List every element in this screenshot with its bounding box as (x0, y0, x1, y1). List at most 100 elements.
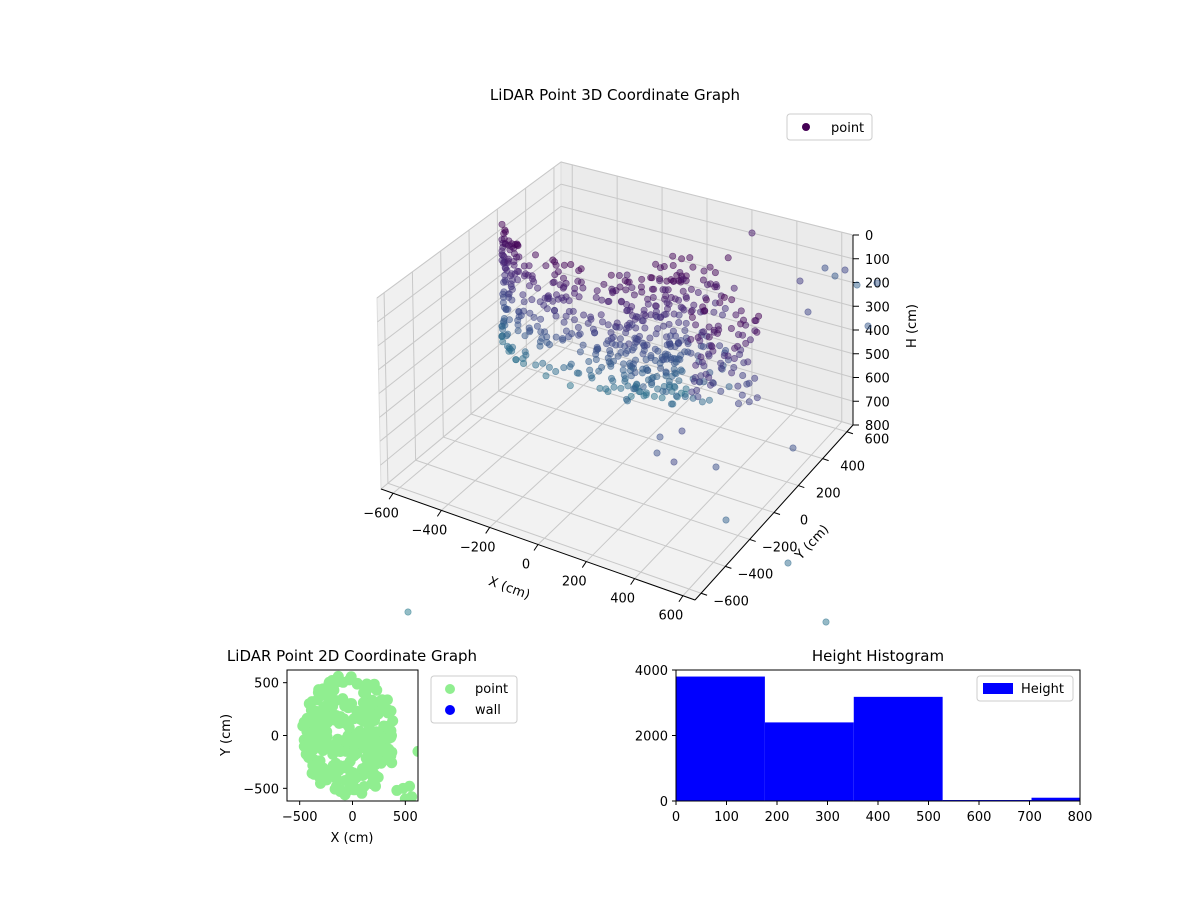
chart-2d-xtick-label: 500 (393, 810, 418, 825)
chart-3d-point (573, 369, 581, 377)
chart-3d-point (501, 271, 509, 279)
chart-3d-point (628, 284, 636, 292)
chart-2d-point (370, 780, 381, 792)
chart-3d-point (652, 330, 660, 338)
chart-3d-ytick (846, 431, 854, 435)
chart-2d-point (360, 680, 372, 692)
chart-3d-point (503, 332, 511, 340)
chart-2d-point (363, 720, 375, 732)
chart-2d-legend-wall-label: wall (475, 703, 501, 718)
chart-2d-title: LiDAR Point 2D Coordinate Graph (227, 647, 477, 665)
chart-3d-point (663, 277, 671, 285)
chart-3d-point (593, 287, 601, 295)
chart-3d-point (699, 328, 707, 336)
chart-3d-point (520, 262, 528, 270)
chart-3d-point (708, 343, 716, 351)
chart-2d-point (374, 695, 386, 707)
chart-3d-point (534, 284, 542, 292)
chart-3d-grid-y (526, 367, 823, 460)
histogram-xtick-label: 500 (916, 810, 941, 825)
chart-3d-legend: point (786, 113, 873, 141)
chart-3d-point (670, 365, 678, 373)
chart-3d-point (606, 350, 614, 358)
chart-3d-grid-z (380, 316, 562, 466)
chart-2d-point (333, 765, 345, 776)
chart-3d-point (671, 343, 679, 351)
chart-3d-point (551, 271, 559, 279)
chart-2d-xtick-label: −500 (282, 810, 318, 825)
chart-3d-point (647, 351, 655, 359)
chart-3d-point (617, 297, 625, 305)
chart-2d-xtick-label: 0 (348, 810, 356, 825)
chart-3d-point (624, 278, 632, 286)
chart-3d-point (853, 281, 861, 289)
chart-3d-point (498, 220, 506, 228)
chart-2d-legend: point wall (430, 675, 518, 724)
chart-3d-point (536, 338, 544, 346)
chart-3d-point (677, 366, 685, 374)
chart-3d-point (796, 277, 804, 285)
chart-3d-point (559, 335, 567, 343)
chart-3d-point (542, 262, 550, 270)
chart-3d-point (639, 383, 647, 391)
chart-3d-point (522, 351, 530, 359)
chart-3d-point (521, 332, 529, 340)
chart-2d-point (318, 689, 330, 701)
chart-3d-point (631, 369, 639, 377)
chart-3d-point (675, 377, 683, 385)
chart-3d-point (675, 311, 683, 319)
chart-3d-point (734, 400, 742, 408)
chart-3d-point (667, 293, 675, 301)
chart-2d-scatter: LiDAR Point 2D Coordinate Graph −500 0 500… (219, 647, 518, 846)
chart-3d-point (552, 261, 560, 269)
chart-3d-point (674, 355, 682, 363)
chart-3d-point (502, 240, 510, 248)
chart-3d-point (742, 339, 750, 347)
chart-3d-point (616, 283, 624, 291)
chart-3d-point (508, 296, 516, 304)
chart-3d-point (520, 307, 528, 315)
chart-2d-legend-point-label: point (475, 682, 508, 697)
chart-3d-point (621, 377, 629, 385)
chart-2d-point (383, 720, 395, 732)
chart-3d-point (625, 340, 633, 348)
chart-3d-xlabel: X (cm) (486, 574, 532, 603)
chart-2d-point (360, 761, 372, 773)
chart-2d-point (373, 755, 385, 767)
chart-3d-ytick-label: 200 (816, 487, 841, 502)
chart-3d-point (552, 367, 560, 375)
chart-3d-point (540, 301, 548, 309)
chart-2d-point (385, 750, 397, 762)
chart-3d-point (702, 370, 710, 378)
chart-3d-point (679, 275, 687, 283)
chart-3d-point (639, 350, 647, 358)
chart-3d-point (705, 352, 713, 360)
chart-3d-point (711, 283, 719, 291)
chart-3d-point (545, 363, 553, 371)
chart-3d-point (569, 307, 577, 315)
chart-3d-point (525, 282, 533, 290)
chart-3d-xtick-label: −600 (363, 506, 399, 521)
chart-3d-grid-y (470, 413, 775, 513)
chart-3d-point (738, 391, 746, 399)
chart-3d-point (670, 458, 678, 466)
chart-3d-xtick (388, 492, 394, 500)
chart-3d-point (562, 293, 570, 301)
chart-3d-point (651, 302, 659, 310)
chart-2d-points (297, 670, 418, 801)
chart-3d-grid-z (378, 227, 562, 371)
chart-3d-point (737, 307, 745, 315)
histogram-xtick-label: 400 (866, 810, 891, 825)
chart-2d-point (351, 705, 363, 717)
chart-3d-point (617, 384, 625, 392)
chart-3d-point (676, 268, 684, 276)
chart-3d-point (831, 272, 839, 280)
chart-3d-point (640, 310, 648, 318)
histogram-xtick-label: 600 (967, 810, 992, 825)
chart-3d-point (696, 337, 704, 345)
chart-3d-grid-z (560, 161, 854, 236)
chart-3d-point (596, 384, 604, 392)
chart-3d-point (732, 311, 740, 319)
chart-3d-point (567, 260, 575, 268)
chart-3d-point (705, 333, 713, 341)
